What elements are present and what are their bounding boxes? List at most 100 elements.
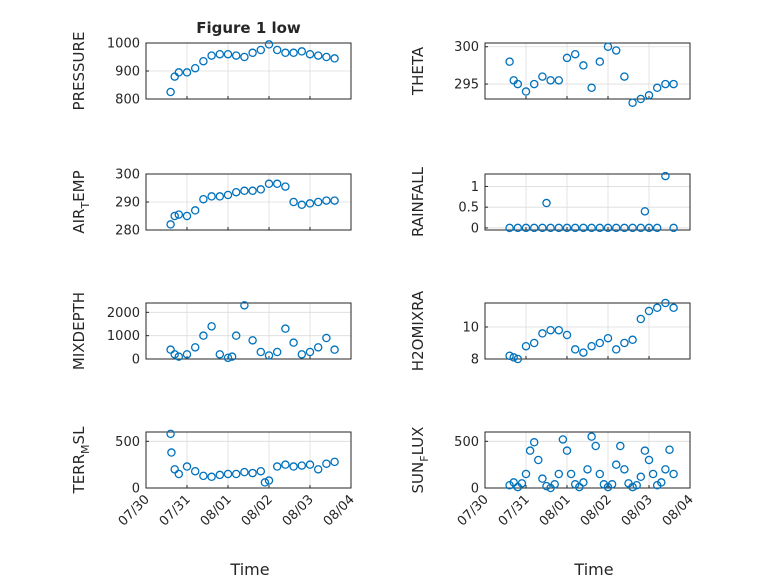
data-point	[554, 223, 564, 233]
data-point	[517, 479, 527, 488]
data-point	[305, 347, 315, 357]
data-point	[603, 223, 613, 233]
data-point	[174, 469, 184, 479]
data-point	[305, 199, 315, 208]
y-axis-label: H2OMIXRA	[409, 290, 427, 371]
data-point	[554, 76, 564, 85]
data-point	[628, 482, 637, 492]
data-point	[566, 469, 576, 479]
data-point	[190, 466, 200, 476]
data-point	[640, 207, 650, 216]
subplot-8: 0 500 07/30 07/31 08/01 08/02 08/03 08/04 SUNFLU…	[409, 427, 697, 530]
data-point	[227, 352, 237, 361]
data-point	[669, 303, 678, 313]
data-point	[661, 79, 670, 89]
y-tick-label: 280	[115, 224, 140, 239]
data-point	[620, 338, 629, 348]
data-point	[297, 461, 307, 470]
data-point	[652, 223, 662, 233]
data-point	[661, 465, 670, 474]
data-point	[215, 49, 225, 59]
data-point	[207, 322, 216, 331]
data-point	[297, 200, 307, 210]
data-point	[289, 197, 298, 207]
data-point	[538, 72, 547, 81]
y-tick-label: 10	[462, 321, 479, 336]
data-point	[215, 350, 225, 359]
y-tick-label: 300	[454, 40, 479, 55]
plot-area	[485, 303, 690, 359]
data-point	[281, 460, 290, 469]
data-point	[542, 481, 551, 491]
data-point	[513, 223, 523, 233]
data-point	[595, 57, 605, 66]
data-point	[587, 432, 596, 441]
data-point	[636, 472, 646, 482]
y-axis-label: PRESSURE	[70, 32, 88, 111]
data-point	[640, 446, 650, 455]
y-axis-label: TERRMSL	[70, 426, 92, 495]
data-point	[330, 54, 339, 63]
data-point	[166, 429, 175, 439]
y-tick-label: 300	[115, 168, 140, 183]
data-point	[281, 324, 290, 333]
data-point	[665, 445, 674, 454]
subplot-6: 8 10 H2OMIXRA	[409, 290, 691, 371]
data-point	[215, 470, 225, 480]
data-point	[620, 72, 629, 81]
data-point	[231, 331, 241, 340]
data-point	[505, 223, 514, 233]
x-tick-label: 07/30	[455, 492, 492, 529]
data-point	[538, 223, 547, 233]
data-point	[534, 455, 543, 465]
data-point	[305, 49, 315, 59]
data-point	[632, 480, 641, 490]
data-point	[669, 223, 678, 233]
y-tick-label: 0	[471, 221, 479, 236]
subplot-2: 295 300 THETA	[409, 40, 691, 107]
data-point	[248, 48, 257, 58]
y-tick-label: 290	[115, 196, 140, 211]
data-point	[248, 336, 257, 345]
data-point	[562, 446, 572, 455]
y-axis-label: RAINFALL	[409, 166, 427, 237]
data-point	[223, 49, 233, 59]
data-point	[513, 354, 523, 364]
data-point	[620, 223, 629, 233]
y-tick-label: 0	[132, 482, 140, 497]
subplot-5: 0 1000 2000 MIXDEPTH	[70, 292, 352, 370]
data-point	[579, 348, 588, 357]
data-point	[231, 187, 241, 197]
data-point	[248, 468, 257, 478]
data-point	[199, 194, 208, 204]
data-point	[570, 223, 580, 233]
data-point	[322, 52, 331, 62]
data-point	[620, 465, 629, 474]
data-point	[199, 471, 208, 481]
data-point	[166, 87, 175, 97]
data-point	[240, 301, 249, 310]
y-axis-label: MIXDEPTH	[70, 292, 88, 370]
data-point	[587, 223, 596, 233]
data-point	[240, 186, 249, 196]
x-tick-label: 08/02	[578, 492, 615, 529]
data-point	[248, 186, 257, 196]
data-point	[240, 467, 249, 477]
data-point	[529, 338, 539, 348]
data-point	[190, 63, 200, 73]
data-point	[603, 333, 613, 343]
y-tick-label: 0	[132, 353, 140, 368]
subplot-1: 800 900 1000 PRESSURE Figure 1 low	[70, 19, 352, 111]
data-point	[182, 350, 192, 359]
data-point	[174, 68, 184, 77]
y-tick-label: 0	[471, 482, 479, 497]
data-point	[313, 465, 323, 474]
axes-box	[484, 431, 691, 489]
data-point	[636, 94, 646, 104]
data-point	[529, 79, 539, 89]
y-tick-label: 500	[454, 435, 479, 450]
data-point	[579, 61, 588, 70]
axes-box	[484, 42, 691, 100]
data-point	[579, 478, 588, 487]
